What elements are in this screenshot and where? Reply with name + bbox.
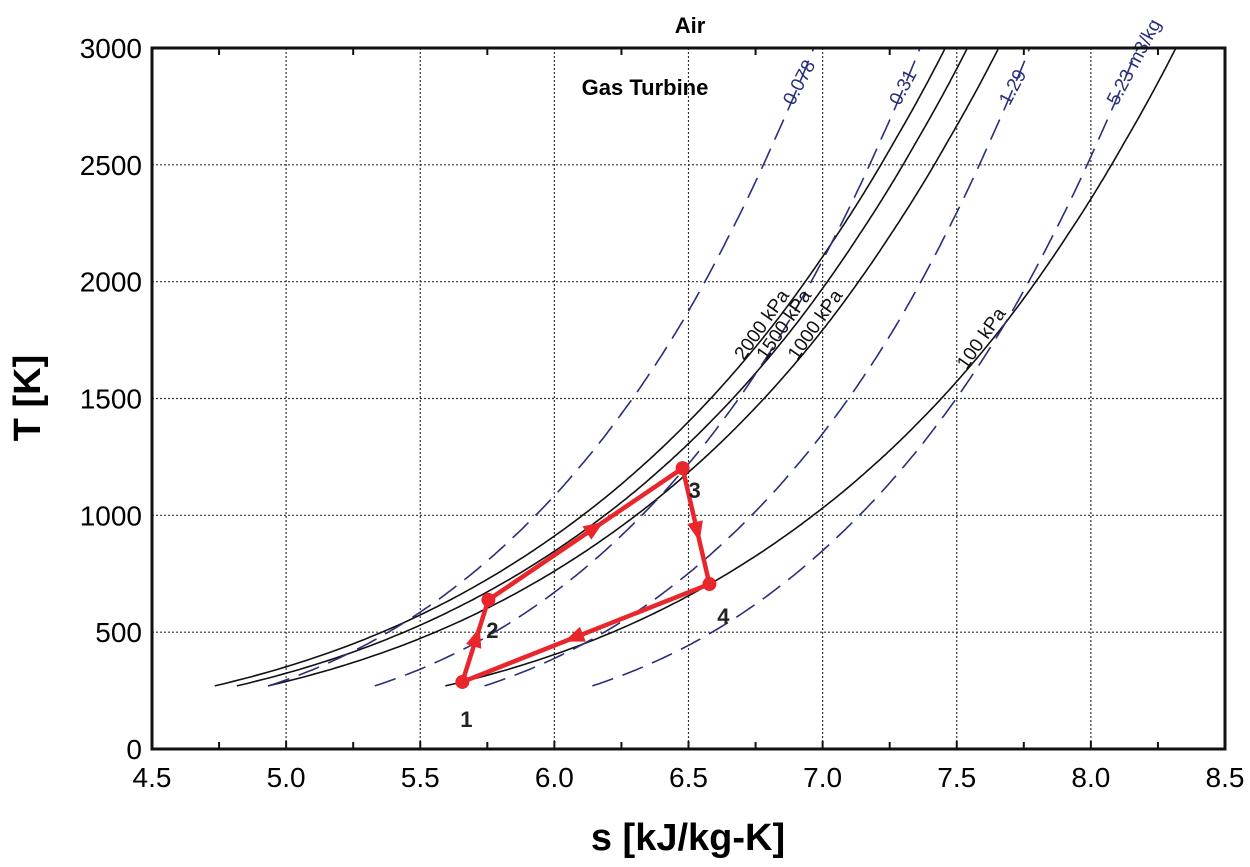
x-tick-label: 7.5 bbox=[937, 762, 976, 793]
isochore-5.23 bbox=[592, 48, 1139, 687]
y-tick-label: 1000 bbox=[80, 500, 142, 531]
y-tick-label: 0 bbox=[126, 734, 142, 765]
y-tick-label: 2000 bbox=[80, 267, 142, 298]
x-tick-label: 5.5 bbox=[401, 762, 440, 793]
x-tick-label: 8.5 bbox=[1206, 762, 1245, 793]
isobar-label: 100 kPa bbox=[953, 304, 1010, 374]
state-point-marker bbox=[675, 461, 690, 476]
state-point-label: 1 bbox=[460, 707, 472, 732]
direction-arrow-icon bbox=[564, 626, 586, 642]
grid bbox=[152, 48, 1225, 749]
state-point-label: 3 bbox=[688, 478, 700, 503]
isochore-label: 0.078 bbox=[779, 57, 820, 109]
x-tick-label: 4.5 bbox=[133, 762, 172, 793]
cycle: 1 2 3 4 bbox=[455, 461, 730, 732]
y-tick-label: 500 bbox=[95, 617, 142, 648]
cycle-process-line bbox=[461, 581, 711, 685]
y-axis-label: T [K] bbox=[7, 355, 49, 442]
x-tick-label: 8.0 bbox=[1071, 762, 1110, 793]
direction-arrow-icon bbox=[466, 627, 482, 649]
isobar-100 bbox=[445, 48, 1177, 687]
x-axis-label: s [kJ/kg-K] bbox=[591, 817, 785, 859]
x-tick-label: 6.5 bbox=[669, 762, 708, 793]
state-point-label: 2 bbox=[486, 618, 498, 643]
ticks: 4.5 5.0 5.5 6.0 6.5 7.0 7.5 8.0 8.5 0 500 1000 1500 2… bbox=[80, 33, 1245, 793]
isobar-2000 bbox=[214, 48, 947, 687]
y-tick-label: 1500 bbox=[80, 384, 142, 415]
state-point-marker bbox=[481, 592, 496, 607]
isobar-1500 bbox=[236, 48, 969, 687]
y-tick-label: 3000 bbox=[80, 33, 142, 64]
direction-arrow-icon bbox=[687, 520, 703, 542]
isochore-0.31 bbox=[374, 48, 921, 687]
x-tick-label: 5.0 bbox=[267, 762, 306, 793]
x-tick-label: 7.0 bbox=[803, 762, 842, 793]
state-point-marker bbox=[455, 674, 470, 689]
y-tick-label: 2500 bbox=[80, 150, 142, 181]
direction-arrow-icon bbox=[582, 521, 604, 540]
cycle-process-line bbox=[487, 466, 684, 602]
isochore-label: 1.29 bbox=[995, 66, 1031, 109]
annotation-gas-turbine: Gas Turbine bbox=[582, 75, 709, 100]
isochore-1.29 bbox=[484, 48, 1031, 687]
state-point-marker bbox=[702, 577, 717, 592]
property-curves bbox=[214, 48, 1177, 687]
isobar-1000 bbox=[267, 48, 1000, 687]
isochore-label: 5.23 m3/kg bbox=[1103, 16, 1166, 109]
chart-title: Air bbox=[675, 13, 706, 38]
state-point-label: 4 bbox=[717, 604, 730, 629]
x-tick-label: 6.0 bbox=[535, 762, 574, 793]
isochore-0.078 bbox=[268, 48, 815, 687]
